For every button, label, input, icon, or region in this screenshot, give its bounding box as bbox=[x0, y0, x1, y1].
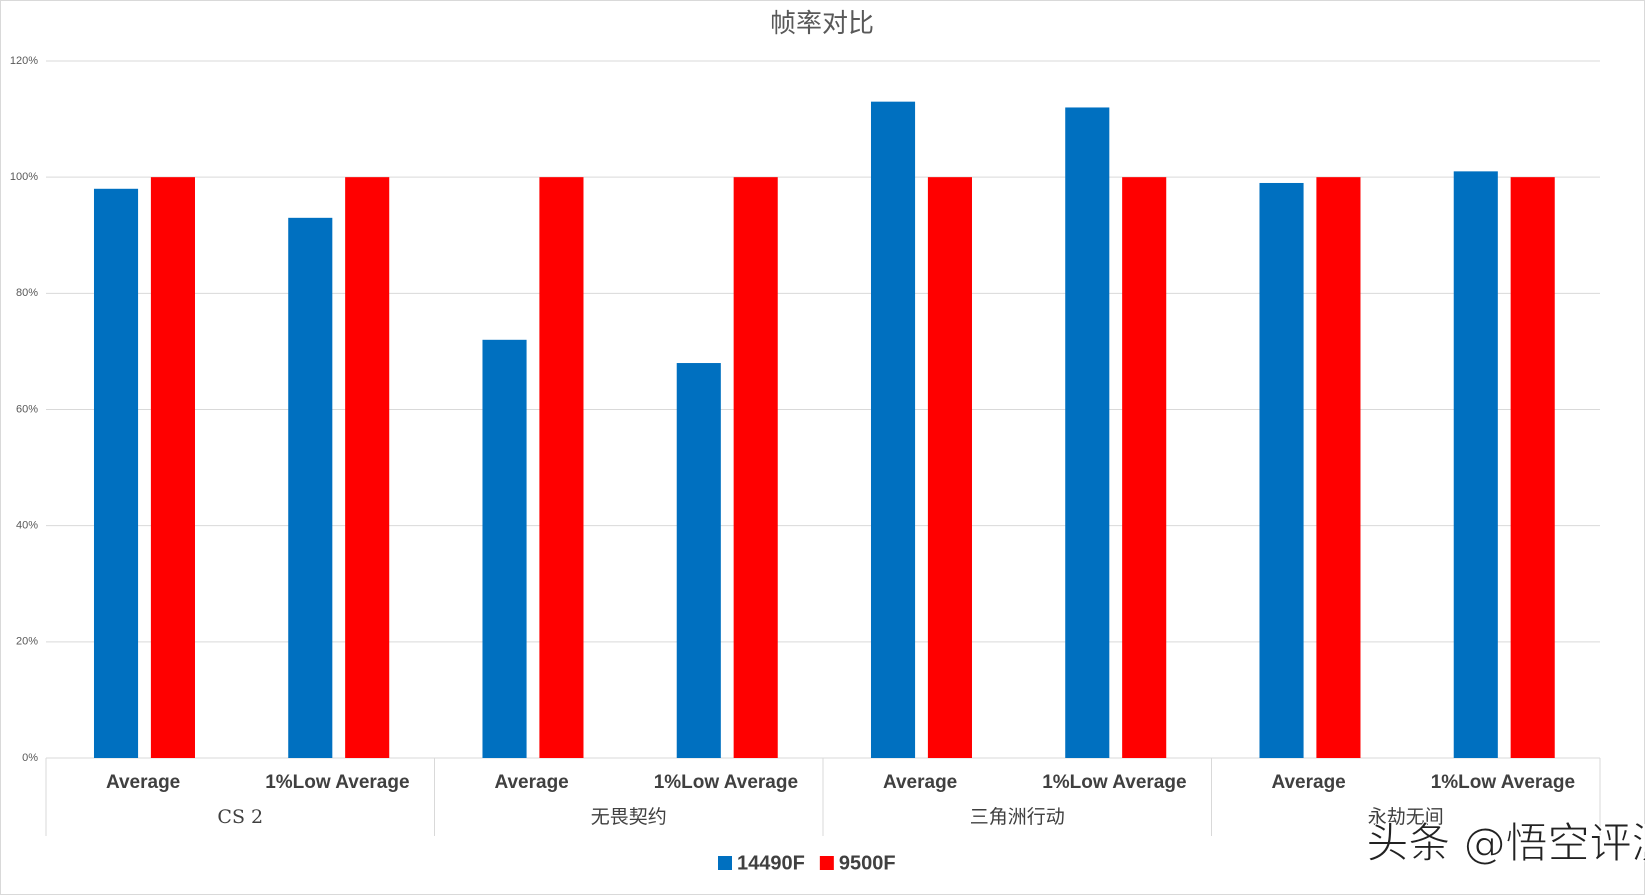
x-tick-label: 1%Low Average bbox=[654, 772, 798, 793]
bar bbox=[1065, 107, 1110, 758]
group-label: 三角洲行动 bbox=[970, 806, 1065, 828]
chart-title: 帧率对比 bbox=[770, 9, 874, 39]
bar bbox=[539, 177, 584, 758]
y-tick-label: 40% bbox=[16, 520, 38, 532]
bar bbox=[1510, 177, 1555, 758]
bar bbox=[927, 177, 972, 758]
group-label: CS 2 bbox=[217, 806, 263, 828]
y-tick-label: 0% bbox=[22, 752, 38, 764]
bar bbox=[1259, 182, 1304, 759]
bar bbox=[93, 188, 139, 759]
x-tick-label: 1%Low Average bbox=[265, 772, 409, 793]
bar bbox=[345, 177, 390, 758]
x-tick-label: 1%Low Average bbox=[1431, 772, 1575, 793]
legend-label: 9500F bbox=[839, 852, 896, 874]
bar bbox=[1316, 177, 1361, 758]
bar bbox=[150, 177, 195, 758]
legend-label: 14490F bbox=[737, 852, 805, 874]
x-tick-label: Average bbox=[106, 772, 180, 793]
bar bbox=[676, 363, 721, 758]
x-tick-label: 1%Low Average bbox=[1042, 772, 1186, 793]
y-tick-label: 100% bbox=[10, 171, 38, 183]
bar bbox=[1122, 177, 1167, 758]
bar bbox=[870, 101, 916, 759]
group-label: 无畏契约 bbox=[591, 806, 667, 828]
group-label: 永劫无间 bbox=[1368, 806, 1444, 828]
legend-swatch bbox=[718, 856, 732, 870]
y-tick-label: 60% bbox=[16, 403, 38, 415]
x-tick-label: Average bbox=[883, 772, 957, 793]
legend-swatch bbox=[819, 856, 834, 870]
y-tick-label: 20% bbox=[16, 636, 38, 648]
y-tick-label: 80% bbox=[16, 287, 38, 299]
bar bbox=[482, 339, 527, 758]
x-tick-label: Average bbox=[494, 772, 568, 793]
y-tick-label: 120% bbox=[10, 55, 38, 67]
bar bbox=[733, 177, 778, 758]
watermark: 头条 @悟空评测 bbox=[1366, 819, 1645, 868]
x-tick-label: Average bbox=[1271, 772, 1345, 793]
bar bbox=[288, 217, 333, 758]
bar bbox=[1453, 171, 1498, 758]
